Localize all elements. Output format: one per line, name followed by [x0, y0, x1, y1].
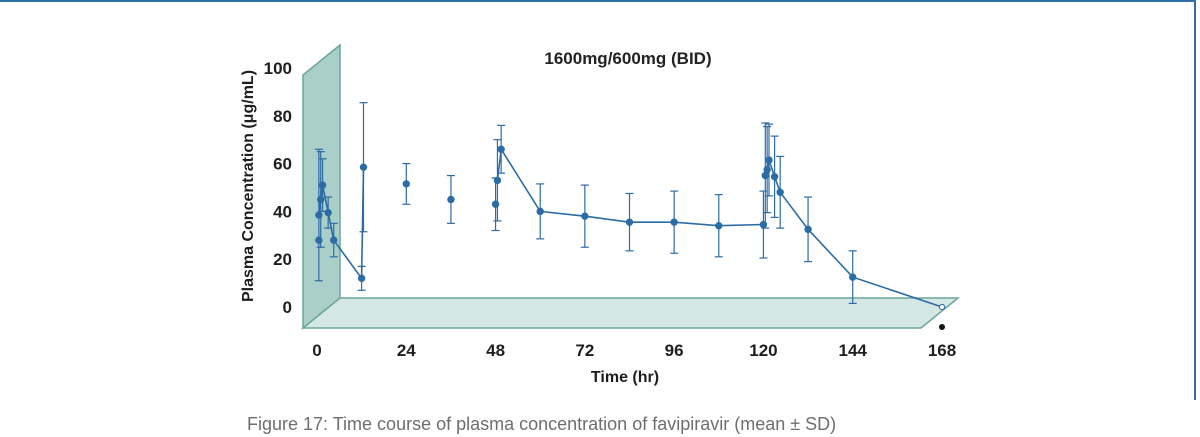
data-point [315, 211, 323, 219]
series-line [496, 146, 764, 227]
x-tick-label: 96 [665, 341, 684, 360]
x-tick-labels: 0 24 48 72 96 120 144 168 [312, 341, 956, 360]
y-tick-label: 40 [273, 202, 292, 221]
data-point [497, 145, 505, 153]
x-tick-label: 144 [839, 341, 868, 360]
floor-plane [300, 297, 961, 329]
data-point [402, 180, 410, 188]
data-point [765, 156, 773, 164]
data-point [317, 195, 325, 204]
data-point [447, 195, 455, 204]
data-point [330, 236, 338, 244]
x-tick-label: 72 [575, 341, 594, 360]
figure-frame [0, 0, 1196, 400]
data-point [715, 222, 723, 230]
data-point [670, 218, 678, 226]
y-tick-label: 20 [273, 250, 292, 269]
data-point [849, 273, 857, 281]
series-lines [318, 146, 943, 308]
y-tick-labels: 0 20 40 60 80 100 [264, 59, 292, 317]
data-point [759, 220, 768, 229]
x-axis-label: Time (hr) [591, 369, 659, 386]
y-axis-label: Plasma Concentration (μg/mL) [240, 70, 257, 302]
x-tick-label: 0 [312, 341, 321, 360]
data-point [315, 236, 323, 244]
data-point [318, 181, 327, 189]
x-tick-label: 24 [397, 341, 416, 360]
data-point [804, 225, 812, 234]
series-line [764, 156, 943, 308]
corner-dot [939, 324, 945, 330]
data-point [776, 188, 784, 196]
data-point [493, 176, 502, 185]
data-point [761, 171, 769, 180]
x-tick-label: 48 [486, 341, 505, 360]
data-point [359, 163, 368, 171]
x-tick-label: 120 [749, 341, 777, 360]
data-point [770, 173, 779, 181]
y-tick-label: 0 [283, 298, 292, 317]
data-point [324, 208, 332, 217]
data-point [763, 165, 771, 174]
x-tick-label: 168 [928, 341, 956, 360]
data-point [357, 274, 366, 283]
chart-title: 1600mg/600mg (BID) [544, 49, 711, 68]
y-tick-label: 80 [273, 107, 292, 126]
data-point [625, 218, 634, 226]
data-point [938, 303, 946, 311]
figure-caption: Figure 17: Time course of plasma concent… [247, 414, 837, 434]
data-point [581, 212, 589, 220]
data-point [491, 200, 500, 208]
y-tick-label: 60 [273, 155, 292, 174]
data-points [315, 145, 946, 311]
error-bars [314, 102, 857, 305]
y-tick-label: 100 [264, 59, 292, 78]
data-point [536, 207, 544, 216]
